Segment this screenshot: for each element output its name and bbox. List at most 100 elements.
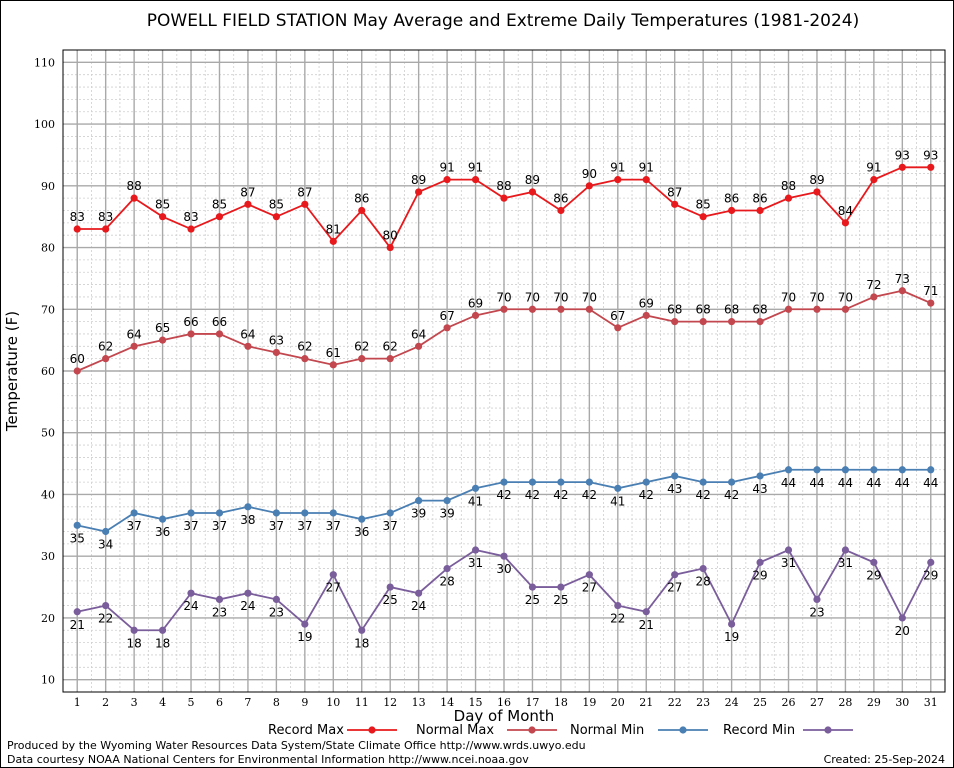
data-point <box>614 176 622 184</box>
data-point <box>443 564 451 573</box>
data-point <box>728 620 736 628</box>
data-point <box>301 620 309 628</box>
data-point <box>585 305 593 313</box>
data-label: 31 <box>781 556 796 570</box>
x-tick-label: 30 <box>895 696 909 709</box>
data-label: 19 <box>724 630 739 644</box>
data-label: 41 <box>610 494 625 508</box>
data-label: 63 <box>269 333 284 347</box>
data-point <box>614 484 622 492</box>
data-label: 27 <box>667 581 682 595</box>
data-point <box>244 342 252 350</box>
data-label: 18 <box>126 636 141 650</box>
data-label: 68 <box>724 303 739 317</box>
data-point <box>215 213 224 221</box>
data-label: 27 <box>582 581 597 595</box>
data-point <box>187 589 195 597</box>
data-label: 68 <box>696 303 711 317</box>
data-label: 22 <box>98 612 113 626</box>
data-point <box>301 200 309 208</box>
data-label: 70 <box>525 290 540 304</box>
data-point <box>130 626 138 634</box>
data-label: 44 <box>781 476 796 490</box>
data-label: 23 <box>212 605 227 619</box>
data-label: 60 <box>70 352 85 366</box>
data-label: 42 <box>724 488 739 502</box>
data-point <box>443 176 451 184</box>
data-point <box>528 478 537 486</box>
data-point <box>585 478 593 486</box>
data-label: 62 <box>383 340 398 354</box>
data-label: 86 <box>553 192 568 206</box>
x-tick-label: 28 <box>838 696 852 709</box>
data-label: 70 <box>582 290 597 304</box>
x-tick-label: 22 <box>668 696 682 709</box>
data-label: 27 <box>326 581 341 595</box>
data-point <box>358 515 366 523</box>
x-tick-label: 12 <box>383 696 397 709</box>
data-label: 88 <box>781 179 796 193</box>
data-point <box>557 583 565 591</box>
x-tick-label: 18 <box>554 696 568 709</box>
data-point <box>244 200 252 208</box>
data-label: 83 <box>70 210 85 224</box>
x-tick-label: 25 <box>753 696 767 709</box>
data-point <box>528 188 537 196</box>
data-label: 38 <box>240 513 255 527</box>
data-label: 64 <box>126 327 141 341</box>
data-label: 37 <box>383 519 398 533</box>
data-point <box>898 614 906 622</box>
data-label: 66 <box>212 315 227 329</box>
data-point <box>841 466 850 474</box>
data-point <box>813 595 821 604</box>
data-label: 70 <box>838 290 853 304</box>
data-point <box>158 336 167 344</box>
data-point <box>614 601 622 610</box>
data-label: 70 <box>809 290 824 304</box>
data-label: 29 <box>752 568 767 582</box>
data-point <box>500 478 508 486</box>
data-label: 44 <box>895 476 910 490</box>
data-point <box>329 361 337 369</box>
x-tick-label: 10 <box>326 696 340 709</box>
x-tick-label: 21 <box>639 696 653 709</box>
data-point <box>813 305 821 313</box>
y-tick-label: 20 <box>41 612 55 625</box>
x-tick-label: 27 <box>810 696 824 709</box>
data-label: 19 <box>297 630 312 644</box>
data-point <box>358 206 366 215</box>
data-label: 64 <box>411 327 426 341</box>
data-label: 69 <box>639 296 654 310</box>
y-tick-label: 10 <box>41 674 55 687</box>
data-label: 36 <box>155 525 170 539</box>
x-tick-label: 20 <box>611 696 625 709</box>
data-label: 44 <box>923 476 938 490</box>
x-tick-label: 15 <box>469 696 483 709</box>
y-tick-label: 110 <box>34 56 55 69</box>
data-point <box>671 472 679 480</box>
data-point <box>927 558 935 566</box>
data-label: 21 <box>639 618 654 632</box>
data-point <box>784 546 793 554</box>
data-label: 29 <box>866 568 881 582</box>
data-label: 25 <box>383 593 398 607</box>
x-tick-label: 1 <box>74 696 81 709</box>
data-label: 80 <box>383 229 398 243</box>
data-label: 87 <box>297 185 312 199</box>
grid <box>63 50 945 692</box>
data-point <box>471 546 480 554</box>
series-normal-min: 35 34 37 36 37 37 38 37 37 37 36 37 39 39 41 42 42 42 42 41… <box>70 466 938 552</box>
x-tick-label: 24 <box>725 696 739 709</box>
data-label: 22 <box>610 612 625 626</box>
data-point <box>272 348 280 357</box>
data-point <box>443 497 451 505</box>
data-label: 88 <box>126 179 141 193</box>
y-tick-label: 90 <box>41 180 55 193</box>
x-tick-label: 29 <box>867 696 881 709</box>
data-label: 87 <box>240 185 255 199</box>
data-label: 91 <box>639 161 654 175</box>
data-point <box>557 206 565 215</box>
data-label: 25 <box>553 593 568 607</box>
data-label: 85 <box>155 198 170 212</box>
data-label: 61 <box>326 346 341 360</box>
